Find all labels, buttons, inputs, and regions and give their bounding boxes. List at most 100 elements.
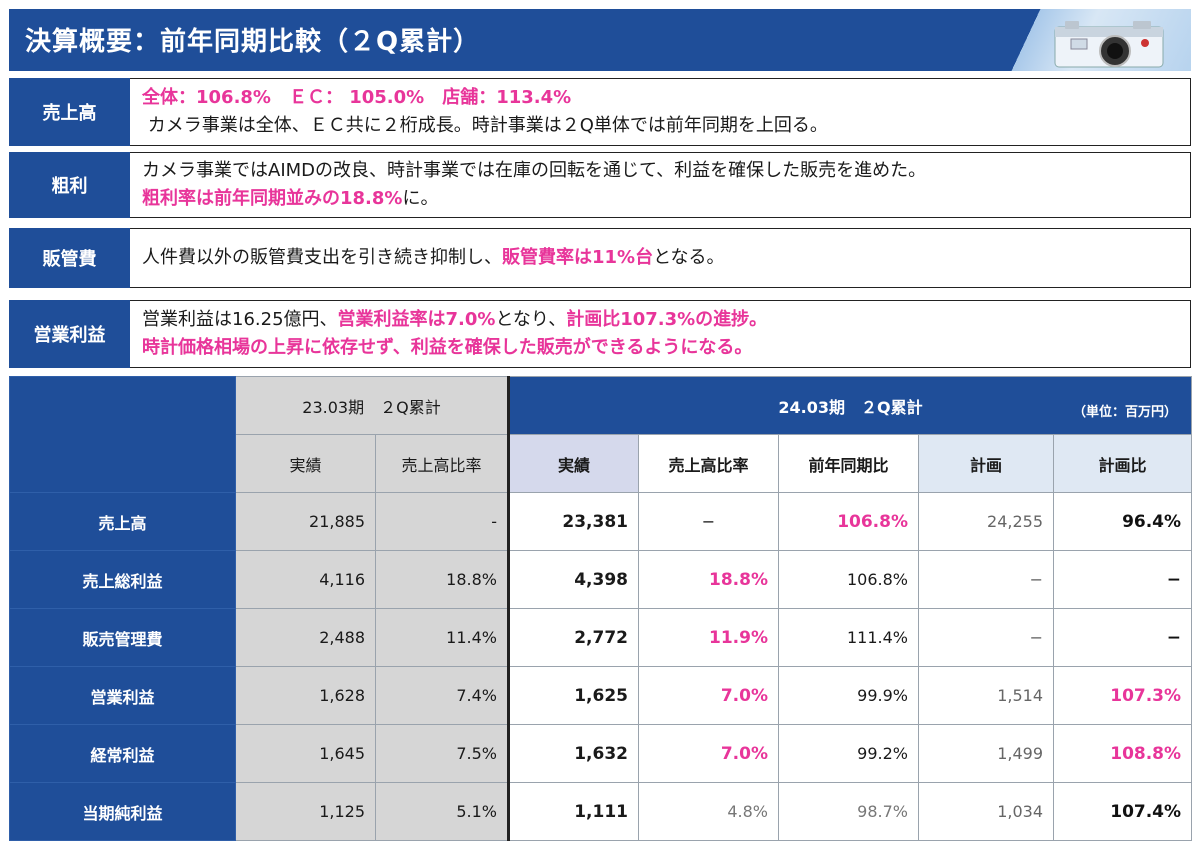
- cell-prev-actual: 21,885: [235, 492, 376, 551]
- table-header-row-1: 23.03期 ２Q累計 24.03期 ２Q累計 （単位：百万円）: [9, 376, 1193, 493]
- cell-prev-ratio: 18.8%: [375, 550, 509, 609]
- table-corner: [9, 376, 236, 493]
- table-row: 販売管理費 2,488 11.4% 2,772 11.9% 111.4% − −: [9, 608, 1193, 667]
- summary-label-sga: 販管費: [9, 228, 130, 288]
- sub-header-plan: 計画: [918, 434, 1054, 493]
- cur-period-title: 24.03期 ２Q累計: [778, 397, 923, 417]
- table-row: 営業利益 1,628 7.4% 1,625 7.0% 99.9% 1,514 1…: [9, 666, 1193, 725]
- unit-note: （単位：百万円）: [1073, 405, 1178, 420]
- summary-sga: 販管費 人件費以外の販管費支出を引き続き抑制し、販管費率は11%台となる。: [9, 228, 1191, 288]
- cell-yoy: 98.7%: [778, 782, 919, 841]
- summary-body-gross: カメラ事業ではAIMDの改良、時計事業では在庫の回転を通じて、利益を確保した販売…: [130, 152, 1191, 218]
- sub-header-prev-ratio: 売上高比率: [375, 434, 509, 493]
- sales-highlight: 全体：106.8% ＥＣ： 105.0% 店舗：113.4%: [142, 87, 572, 108]
- cell-yoy: 106.8%: [778, 550, 919, 609]
- row-label: 売上高: [9, 492, 236, 551]
- cell-prev-actual: 2,488: [235, 608, 376, 667]
- op-highlight-plan: 計画比107.3%の進捗。: [566, 309, 768, 330]
- cell-plan: 1,499: [918, 724, 1054, 783]
- cell-prev-ratio: -: [375, 492, 509, 551]
- cell-yoy: 99.9%: [778, 666, 919, 725]
- cell-ratio: −: [638, 492, 779, 551]
- cell-plan-ratio: 107.4%: [1052, 782, 1193, 841]
- cell-ratio: 11.9%: [638, 608, 779, 667]
- cell-actual: 4,398: [507, 550, 639, 609]
- table-row: 売上総利益 4,116 18.8% 4,398 18.8% 106.8% − −: [9, 550, 1193, 609]
- row-label: 売上総利益: [9, 550, 236, 609]
- sga-post: となる。: [653, 247, 725, 268]
- cell-plan-ratio: 107.3%: [1052, 666, 1193, 725]
- cell-ratio: 4.8%: [638, 782, 779, 841]
- sales-comment: カメラ事業は全体、ＥＣ共に２桁成長。時計事業は２Q単体では前年同期を上回る。: [142, 115, 828, 136]
- cell-plan-ratio: −: [1052, 550, 1193, 609]
- op-line2: 時計価格相場の上昇に依存せず、利益を確保した販売ができるようになる。: [142, 337, 753, 358]
- gross-line2: 粗利率は前年同期並みの18.8%に。: [142, 185, 1178, 213]
- cell-plan-ratio: 108.8%: [1052, 724, 1193, 783]
- prev-period-header: 23.03期 ２Q累計: [235, 376, 509, 435]
- cell-prev-actual: 1,645: [235, 724, 376, 783]
- sub-header-plan-ratio: 計画比: [1052, 434, 1193, 493]
- cell-plan: 1,034: [918, 782, 1054, 841]
- summary-gross: 粗利 カメラ事業ではAIMDの改良、時計事業では在庫の回転を通じて、利益を確保し…: [9, 152, 1191, 218]
- page-header: 決算概要：前年同期比較（２Q累計）: [9, 9, 1191, 71]
- cell-plan: 24,255: [918, 492, 1054, 551]
- op-pre: 営業利益は16.25億円、: [142, 309, 338, 330]
- op-line1: 営業利益は16.25億円、営業利益率は7.0%となり、計画比107.3%の進捗。: [142, 306, 1178, 334]
- page-title: 決算概要：前年同期比較（２Q累計）: [25, 27, 481, 57]
- cell-ratio: 18.8%: [638, 550, 779, 609]
- cell-plan-ratio: −: [1052, 608, 1193, 667]
- cell-prev-ratio: 7.4%: [375, 666, 509, 725]
- results-table: 23.03期 ２Q累計 24.03期 ２Q累計 （単位：百万円） 実績 売上高比…: [9, 376, 1193, 841]
- cell-prev-actual: 1,628: [235, 666, 376, 725]
- op-highlight-margin: 営業利益率は7.0%: [337, 309, 496, 330]
- summary-label-sales: 売上高: [9, 78, 130, 146]
- cell-prev-ratio: 7.5%: [375, 724, 509, 783]
- summary-label-gross: 粗利: [9, 152, 130, 218]
- cell-yoy: 111.4%: [778, 608, 919, 667]
- table-header-row-2: 実績 売上高比率 実績 売上高比率 前年同期比 計画 計画比: [10, 434, 1193, 493]
- cell-plan: 1,514: [918, 666, 1054, 725]
- gross-highlight: 粗利率は前年同期並みの18.8%: [142, 188, 403, 209]
- summary-body-op: 営業利益は16.25億円、営業利益率は7.0%となり、計画比107.3%の進捗。…: [130, 300, 1191, 368]
- sga-highlight: 販管費率は11%台: [502, 247, 654, 268]
- summary-op: 営業利益 営業利益は16.25億円、営業利益率は7.0%となり、計画比107.3…: [9, 300, 1191, 368]
- sub-header-yoy: 前年同期比: [778, 434, 919, 493]
- table-row: 当期純利益 1,125 5.1% 1,111 4.8% 98.7% 1,034 …: [9, 782, 1193, 841]
- table-row: 売上高 21,885 - 23,381 − 106.8% 24,255 96.4…: [9, 492, 1193, 551]
- table-row: 経常利益 1,645 7.5% 1,632 7.0% 99.2% 1,499 1…: [9, 724, 1193, 783]
- row-label: 経常利益: [9, 724, 236, 783]
- row-label: 当期純利益: [9, 782, 236, 841]
- cell-prev-actual: 4,116: [235, 550, 376, 609]
- cell-ratio: 7.0%: [638, 666, 779, 725]
- cell-plan: −: [918, 550, 1054, 609]
- sub-header-ratio: 売上高比率: [638, 434, 779, 493]
- summary-label-op: 営業利益: [9, 300, 130, 368]
- cell-yoy: 99.2%: [778, 724, 919, 783]
- op-mid: となり、: [495, 309, 567, 330]
- summary-body-sga: 人件費以外の販管費支出を引き続き抑制し、販管費率は11%台となる。: [130, 228, 1191, 288]
- camera-icon: [1054, 21, 1164, 68]
- sga-pre: 人件費以外の販管費支出を引き続き抑制し、: [142, 247, 502, 268]
- gross-comment: カメラ事業ではAIMDの改良、時計事業では在庫の回転を通じて、利益を確保した販売…: [142, 160, 927, 181]
- sub-header-actual: 実績: [507, 434, 639, 493]
- cell-plan-ratio: 96.4%: [1052, 492, 1193, 551]
- row-label: 営業利益: [9, 666, 236, 725]
- header-decoration: [1001, 9, 1191, 71]
- cell-prev-ratio: 5.1%: [375, 782, 509, 841]
- cell-prev-actual: 1,125: [235, 782, 376, 841]
- cell-actual: 1,625: [507, 666, 639, 725]
- summary-body-sales: 全体：106.8% ＥＣ： 105.0% 店舗：113.4% カメラ事業は全体、…: [130, 78, 1191, 146]
- row-label: 販売管理費: [9, 608, 236, 667]
- cell-actual: 1,632: [507, 724, 639, 783]
- sub-header-prev-actual: 実績: [235, 434, 376, 493]
- cell-plan: −: [918, 608, 1054, 667]
- gross-tail: に。: [402, 188, 439, 209]
- cell-yoy: 106.8%: [778, 492, 919, 551]
- cell-actual: 2,772: [507, 608, 639, 667]
- cell-prev-ratio: 11.4%: [375, 608, 509, 667]
- cell-ratio: 7.0%: [638, 724, 779, 783]
- sga-line: 人件費以外の販管費支出を引き続き抑制し、販管費率は11%台となる。: [142, 244, 1178, 272]
- cell-actual: 1,111: [507, 782, 639, 841]
- cur-period-header: 24.03期 ２Q累計 （単位：百万円）: [506, 376, 1193, 435]
- cell-actual: 23,381: [507, 492, 639, 551]
